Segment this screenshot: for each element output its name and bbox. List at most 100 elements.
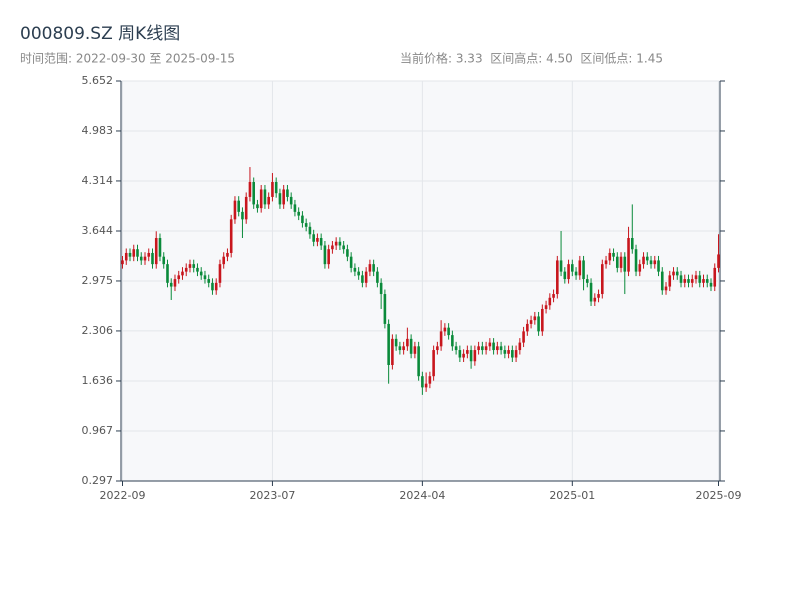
candle-body <box>169 282 173 287</box>
candle-body <box>432 350 435 377</box>
candle-body <box>398 346 402 351</box>
candle-body <box>282 189 285 205</box>
candle-body <box>679 275 683 283</box>
x-tick-label: 2022-09 <box>100 489 146 502</box>
price-info: 当前价格: 3.33 区间高点: 4.50 区间低点: 1.45 <box>400 51 663 66</box>
candle-body <box>417 346 420 377</box>
candle-body <box>424 383 428 388</box>
candle-body <box>394 338 398 347</box>
candle-body <box>406 338 409 347</box>
y-tick-label: 4.983 <box>82 124 114 137</box>
candle-body <box>522 331 525 343</box>
candle-body <box>507 350 510 354</box>
candle-body <box>544 305 548 309</box>
candle-body <box>376 271 379 283</box>
candle-body <box>702 279 705 283</box>
candle-body <box>402 346 405 351</box>
candle-body <box>346 249 349 257</box>
candle-body <box>323 245 327 265</box>
candle-body <box>274 181 278 194</box>
candle-body <box>608 252 612 261</box>
x-tick-label: 2024-04 <box>399 489 445 502</box>
candle-body <box>563 271 567 280</box>
candle-body <box>499 346 503 351</box>
candle-body <box>364 271 368 283</box>
candle-body <box>481 346 484 351</box>
candle-body <box>529 320 533 324</box>
candle-body <box>353 267 357 272</box>
candle-body <box>289 196 293 205</box>
candle-body <box>301 215 304 224</box>
candle-body <box>121 260 124 265</box>
candle-body <box>548 297 552 306</box>
candle-body <box>586 279 589 283</box>
candle-body <box>278 193 282 205</box>
candle-body <box>252 181 255 205</box>
candle-body <box>638 264 642 272</box>
candle-body <box>248 181 252 197</box>
candle-body <box>173 279 177 287</box>
candle-body <box>690 279 694 283</box>
candle-body <box>582 260 585 280</box>
candle-body <box>526 323 529 332</box>
candle-body <box>211 282 214 291</box>
candle-body <box>387 323 390 365</box>
chart-title: 000809.SZ 周K线图 <box>20 24 180 44</box>
candle-body <box>222 256 226 265</box>
candle-body <box>229 219 233 253</box>
candle-body <box>316 238 319 242</box>
candle-body <box>668 275 672 287</box>
candle-body <box>683 279 687 283</box>
candle-body <box>597 294 600 298</box>
candle-body <box>304 223 308 227</box>
candle-body <box>705 279 709 283</box>
y-tick-label: 5.652 <box>82 74 114 87</box>
candle-body <box>612 252 615 257</box>
candle-body <box>571 264 574 272</box>
candle-body <box>192 264 196 268</box>
y-tick-label: 0.967 <box>82 424 114 437</box>
candle-body <box>518 342 522 351</box>
candle-body <box>158 238 162 257</box>
candle-body <box>664 286 668 291</box>
candle-body <box>451 335 454 347</box>
candle-body <box>574 271 578 276</box>
candle-body <box>124 252 128 261</box>
candle-body <box>319 238 323 246</box>
candle-body <box>556 260 559 295</box>
y-tick-label: 2.306 <box>82 324 114 337</box>
x-tick-label: 2025-01 <box>549 489 595 502</box>
candle-body <box>717 254 720 268</box>
candle-body <box>293 204 297 212</box>
candle-body <box>361 275 364 283</box>
candle-body <box>593 297 597 302</box>
candle-body <box>214 282 218 291</box>
y-tick-label: 0.297 <box>82 474 114 487</box>
candle-body <box>383 294 387 324</box>
y-tick-label: 2.975 <box>82 274 114 287</box>
candle-body <box>627 238 630 272</box>
candle-body <box>312 234 315 242</box>
candle-body <box>630 238 634 250</box>
candle-body <box>443 327 447 332</box>
candle-body <box>552 294 555 298</box>
candle-body <box>166 264 169 283</box>
candle-body <box>604 260 608 265</box>
candle-body <box>514 350 518 358</box>
candle-body <box>428 376 432 384</box>
candle-body <box>128 252 132 257</box>
candle-body <box>154 238 158 265</box>
candle-body <box>533 316 537 321</box>
candle-body <box>589 282 593 302</box>
candle-body <box>537 316 540 332</box>
candle-body <box>439 331 443 347</box>
candle-body <box>600 264 604 295</box>
candle-body <box>372 264 375 272</box>
candle-body <box>694 275 698 280</box>
candle-body <box>136 249 139 257</box>
candle-body <box>541 308 544 332</box>
candle-body <box>421 376 424 388</box>
candle-body <box>473 350 477 362</box>
candle-body <box>657 260 660 272</box>
